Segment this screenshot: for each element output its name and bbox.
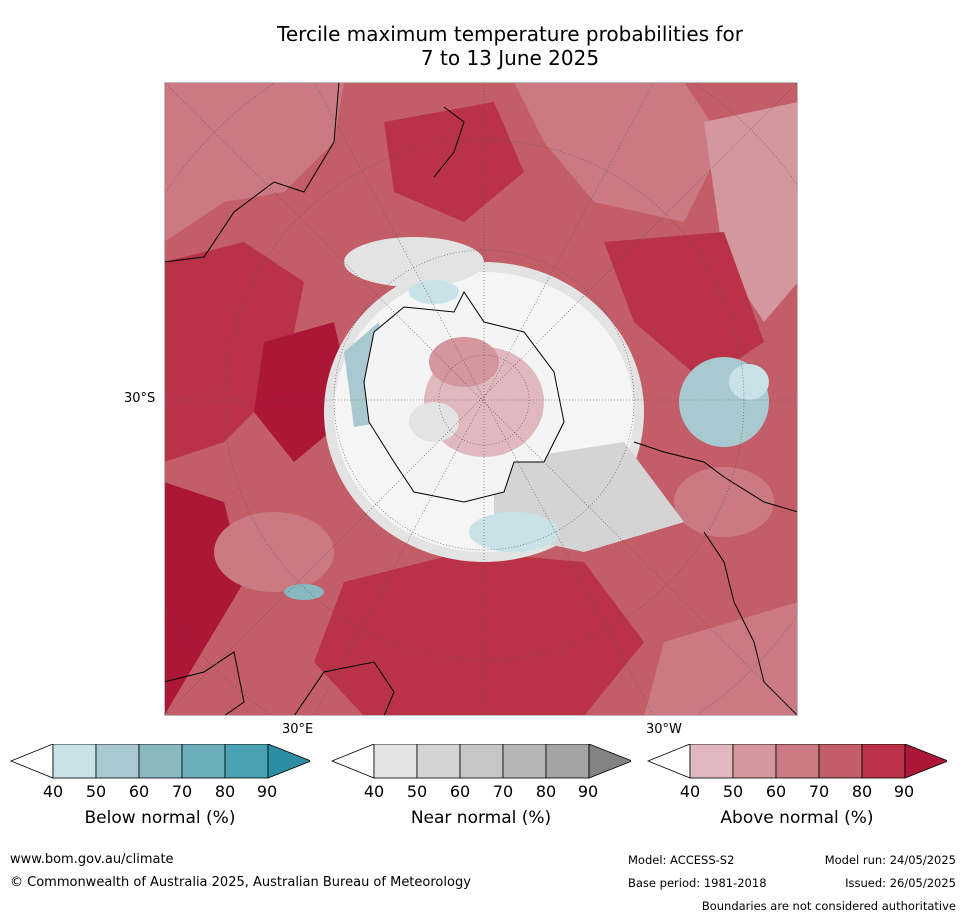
copyright-text: © Commonwealth of Australia 2025, Austra… [10,875,471,890]
below-colorbar-ticks: 40 50 60 70 80 90 [10,782,310,802]
model-run-text: Model run: 24/05/2025 [824,853,956,867]
near-colorbar-segment [502,744,547,779]
website-link[interactable]: www.bom.gov.au/climate [10,852,174,867]
below-normal-label: Below normal (%) [84,808,236,828]
above-normal-colorbar [647,744,947,780]
issued-text: Issued: 26/05/2025 [845,876,956,890]
near-tick: 90 [577,782,599,801]
near-colorbar-segment [545,744,590,779]
near-colorbar-segment [459,744,504,779]
near-normal-colorbar [331,744,631,780]
near-colorbar-ticks: 40 50 60 70 80 90 [331,782,631,802]
antarctica [363,291,565,503]
below-colorbar-segment [52,744,97,779]
map-title: Tercile maximum temperature probabilitie… [160,22,860,70]
model-text: Model: ACCESS-S2 [628,853,735,867]
near-tick: 80 [535,782,557,801]
above-colorbar-segment [818,744,863,779]
below-tick: 60 [128,782,150,801]
probability-map [164,82,798,716]
above-colorbar-ticks: 40 50 60 70 80 90 [647,782,947,802]
lon-label-30e: 30°E [282,722,314,737]
below-tick: 50 [85,782,107,801]
below-tick: 90 [256,782,278,801]
below-tick: 80 [214,782,236,801]
above-colorbar-segment [689,744,734,779]
below-colorbar-max-arrow [267,744,310,779]
above-tick: 90 [893,782,915,801]
above-tick: 50 [722,782,744,801]
below-tick: 40 [42,782,64,801]
below-colorbar-segment [138,744,183,779]
lon-label-30w: 30°W [646,722,682,737]
coastlines [164,82,798,716]
below-colorbar-segment [224,744,269,779]
below-colorbar-segment [181,744,226,779]
above-colorbar-segment [775,744,820,779]
above-tick: 70 [808,782,830,801]
near-colorbar-max-arrow [588,744,631,779]
disclaimer-text: Boundaries are not considered authoritat… [701,899,956,913]
above-tick: 80 [851,782,873,801]
above-tick: 40 [679,782,701,801]
near-colorbar-min-arrow [331,744,375,779]
map-svg [164,82,798,716]
near-tick: 40 [363,782,385,801]
near-tick: 50 [406,782,428,801]
base-period-text: Base period: 1981-2018 [628,876,767,890]
below-colorbar-min-arrow [10,744,54,779]
near-colorbar-svg [331,744,631,779]
above-colorbar-segment [861,744,906,779]
above-colorbar-min-arrow [647,744,691,779]
near-tick: 60 [449,782,471,801]
title-line-2: 7 to 13 June 2025 [420,46,600,70]
above-colorbar-max-arrow [904,744,947,779]
above-colorbar-segment [732,744,777,779]
above-tick: 60 [765,782,787,801]
near-normal-label: Near normal (%) [410,808,552,828]
below-colorbar-segment [95,744,140,779]
near-colorbar-segment [373,744,418,779]
below-tick: 70 [171,782,193,801]
graticule [164,82,798,716]
near-colorbar-segment [416,744,461,779]
lat-label-30s: 30°S [124,391,156,406]
title-line-1: Tercile maximum temperature probabilitie… [277,22,743,46]
near-tick: 70 [492,782,514,801]
above-colorbar-svg [647,744,947,779]
above-normal-label: Above normal (%) [720,808,874,828]
below-normal-colorbar [10,744,310,780]
below-colorbar-svg [10,744,310,779]
